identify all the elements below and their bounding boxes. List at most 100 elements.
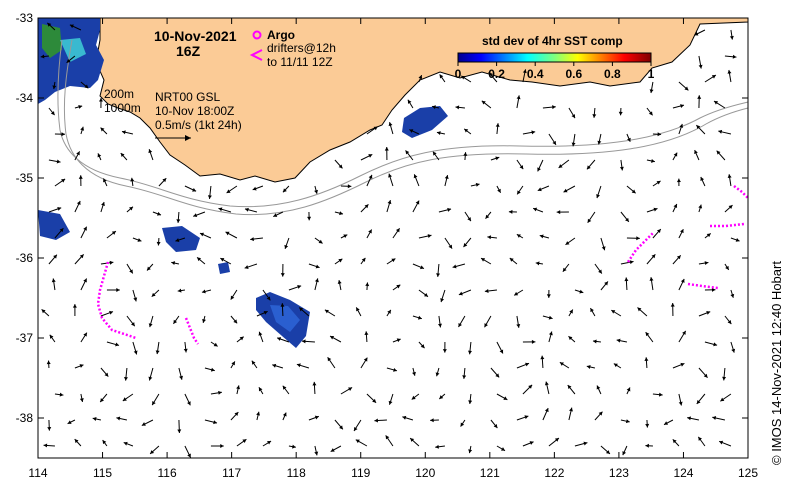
colorbar: std dev of 4hr SST comp 0 0.2 0.4 0.6 0.8 1 — [455, 34, 655, 81]
current-arrow — [121, 130, 134, 135]
current-arrow — [334, 211, 344, 216]
current-arrow — [210, 390, 222, 395]
y-tick-label: -38 — [16, 411, 34, 425]
current-arrow — [698, 204, 703, 213]
current-arrow — [360, 257, 366, 265]
current-vectors — [40, 22, 740, 458]
current-arrow — [54, 178, 66, 187]
current-arrow — [646, 253, 656, 265]
current-arrow — [490, 156, 500, 161]
y-axis: -33 -34 -35 -36 -37 -38 — [16, 11, 748, 425]
current-arrow — [272, 363, 284, 369]
current-arrow — [672, 203, 678, 213]
current-arrow — [438, 393, 446, 400]
current-arrow — [360, 357, 368, 369]
current-arrow — [463, 128, 472, 135]
x-tick-label: 121 — [480, 466, 500, 480]
sst-patch — [42, 24, 62, 58]
current-arrow — [312, 381, 317, 395]
current-arrow — [670, 303, 675, 317]
current-arrow — [301, 339, 315, 344]
current-arrow — [438, 207, 452, 213]
current-arrow — [470, 182, 480, 187]
current-arrow — [388, 393, 394, 405]
current-arrow — [440, 289, 446, 303]
current-arrow — [100, 367, 109, 377]
current-arrow — [74, 364, 84, 369]
current-arrow — [360, 204, 369, 213]
current-arrow — [727, 69, 732, 83]
current-arrow — [568, 107, 576, 119]
current-arrow — [652, 228, 662, 239]
current-arrow — [432, 151, 440, 161]
current-arrow — [258, 387, 264, 395]
current-arrow — [481, 100, 492, 109]
current-arrow — [148, 149, 154, 161]
current-arrow — [463, 237, 472, 248]
current-arrow — [592, 339, 601, 344]
current-arrow — [704, 341, 718, 347]
current-arrow — [183, 341, 188, 353]
sst-patch — [218, 262, 230, 274]
current-arrow — [574, 441, 588, 447]
current-arrow — [353, 419, 362, 432]
colorbar-gradient — [457, 52, 652, 63]
current-arrow — [542, 105, 556, 110]
current-arrow — [548, 437, 560, 447]
current-arrow — [152, 211, 162, 216]
current-arrow — [619, 159, 624, 171]
current-arrow — [652, 180, 661, 187]
current-arrow — [46, 22, 56, 31]
current-arrow — [464, 211, 472, 222]
drifter-track — [687, 282, 719, 290]
current-arrow — [678, 81, 689, 91]
current-arrow — [496, 445, 506, 452]
x-tick-label: 125 — [738, 466, 758, 480]
current-arrow — [698, 55, 703, 69]
current-arrow — [251, 360, 258, 369]
current-arrow — [80, 226, 88, 239]
current-arrow — [452, 263, 466, 269]
colorbar-ticks: 0 0.2 0.4 0.6 0.8 1 — [455, 62, 655, 81]
current-arrow — [460, 419, 466, 427]
current-arrow — [280, 303, 285, 317]
current-arrow — [258, 331, 264, 343]
current-arrow — [713, 100, 726, 109]
current-arrow — [620, 260, 634, 265]
current-arrow — [438, 315, 442, 328]
credit-panel: © IMOS 14-Nov-2021 12:40 Hobart — [748, 0, 790, 492]
current-arrow — [106, 230, 117, 239]
current-arrow — [334, 159, 343, 169]
current-arrow — [716, 150, 726, 161]
current-arrow — [562, 263, 570, 273]
current-arrow — [546, 289, 551, 298]
current-arrow — [516, 185, 524, 195]
current-arrow — [116, 416, 128, 421]
current-arrow — [288, 444, 296, 449]
current-arrow — [522, 384, 533, 395]
current-arrow — [405, 150, 414, 161]
current-arrow — [47, 419, 52, 431]
current-arrow — [52, 81, 57, 90]
current-arrow — [100, 310, 114, 317]
current-arrow — [49, 334, 56, 343]
current-arrow — [574, 289, 584, 294]
current-arrow — [444, 237, 453, 249]
colorbar-tick-label: 0.2 — [488, 67, 505, 81]
current-arrow — [308, 415, 319, 421]
sst-patch — [270, 305, 300, 332]
current-arrow — [468, 393, 473, 405]
y-tick-label: -36 — [16, 251, 34, 265]
current-arrow — [495, 123, 500, 135]
current-arrow — [678, 330, 687, 343]
legend: Argo drifters@12h to 11/11 12Z — [249, 28, 336, 69]
x-tick-label: 119 — [351, 466, 370, 480]
current-arrow — [201, 289, 212, 294]
current-arrow — [672, 362, 685, 369]
current-arrow — [724, 263, 730, 271]
current-arrow — [568, 407, 573, 421]
current-arrow — [412, 315, 423, 320]
current-arrow — [252, 185, 264, 191]
current-arrow — [645, 331, 654, 343]
